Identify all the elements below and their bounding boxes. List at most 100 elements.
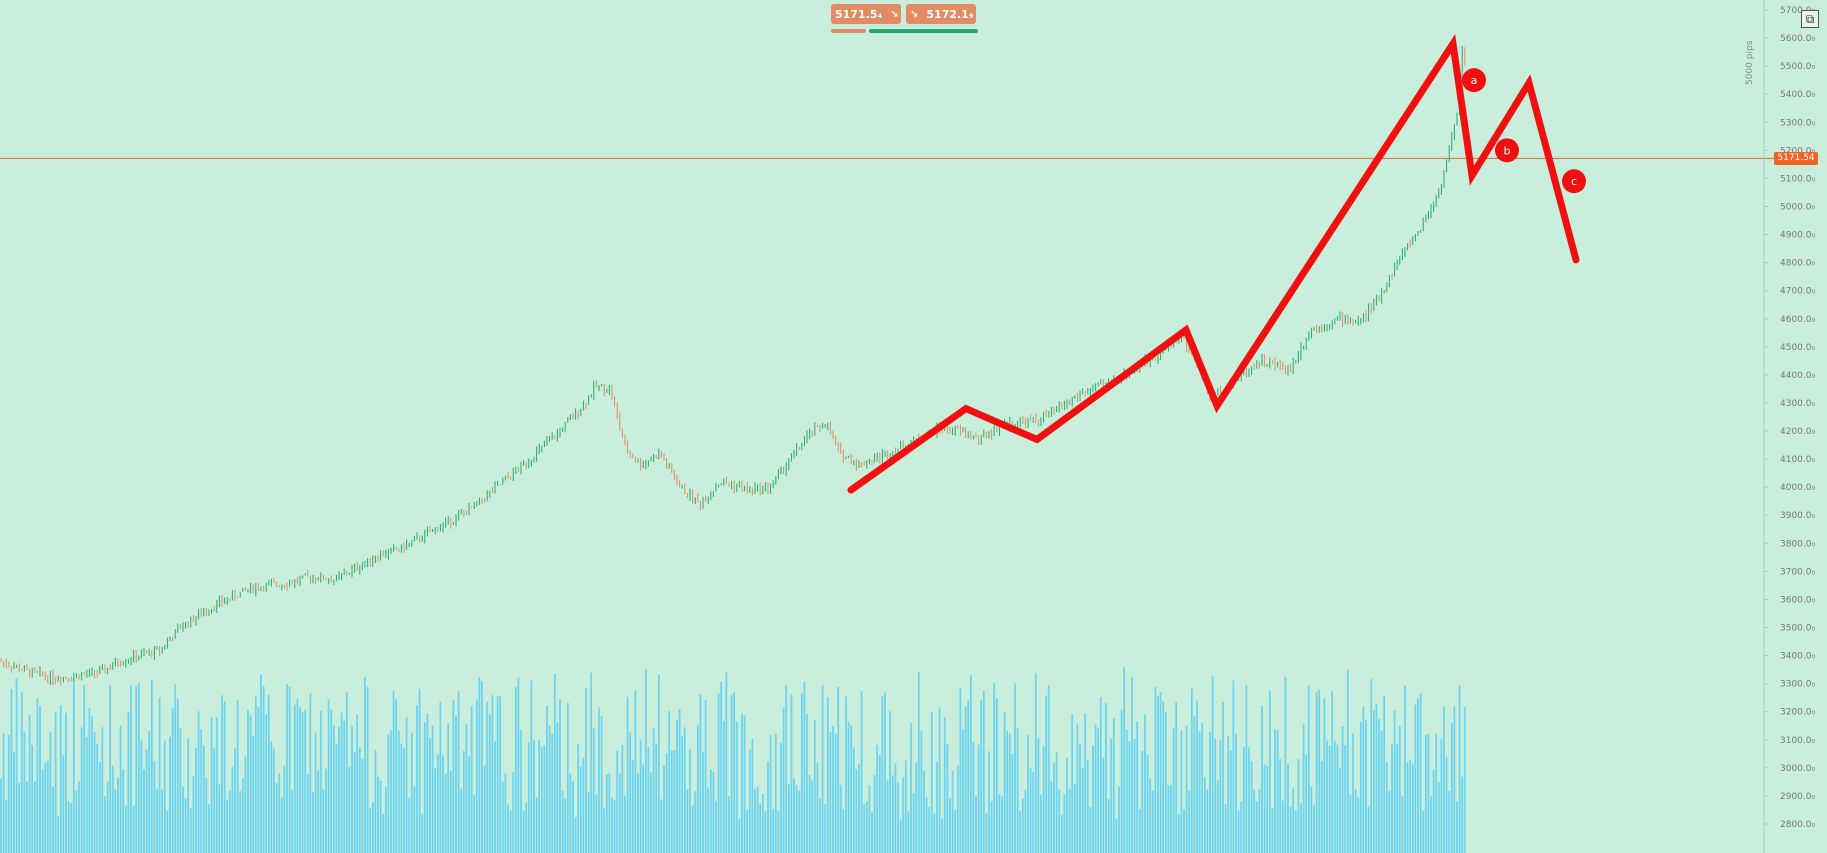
- volume-bar: [286, 683, 288, 853]
- volume-bar: [1453, 705, 1456, 853]
- volume-bar: [119, 725, 122, 853]
- volume-bar: [1021, 798, 1024, 853]
- volume-bar: [715, 800, 717, 853]
- y-tick-label: 5600.0₀: [1780, 34, 1815, 44]
- volume-bar: [722, 720, 725, 853]
- volume-bar: [1383, 695, 1386, 853]
- volume-bar: [774, 733, 777, 853]
- volume-bar: [1385, 762, 1388, 853]
- volume-bar: [122, 769, 125, 853]
- volume-bar: [1443, 706, 1445, 853]
- volume-bar: [546, 705, 548, 853]
- buy-button[interactable]: ↘ 5172.1₉: [906, 4, 976, 24]
- volume-bar: [400, 743, 403, 853]
- volume-bar: [787, 784, 790, 853]
- volume-bar: [356, 714, 359, 853]
- volume-bar: [1245, 685, 1248, 853]
- volume-bar: [1263, 764, 1266, 853]
- y-tick-label: 3400.0₀: [1780, 652, 1815, 662]
- volume-bar: [577, 743, 580, 853]
- volume-bar: [80, 727, 83, 853]
- volume-bar: [595, 793, 598, 853]
- volume-bar: [20, 691, 23, 853]
- volume-bar: [800, 693, 803, 853]
- volume-bar: [189, 808, 192, 853]
- volume-bar: [174, 684, 177, 853]
- volume-bar: [377, 776, 379, 853]
- volume-bar: [158, 697, 161, 853]
- volume-bar: [351, 726, 353, 853]
- volume-bar: [26, 781, 28, 853]
- volume-bar: [1406, 762, 1409, 853]
- volume-bar: [639, 739, 642, 853]
- volume-bar: [733, 691, 736, 853]
- volume-bar: [748, 749, 751, 853]
- volume-bar: [1206, 789, 1209, 853]
- volume-bar: [338, 726, 340, 853]
- volume-bar: [1367, 806, 1370, 853]
- volume-bar: [1255, 801, 1258, 853]
- volume-bar: [1201, 722, 1204, 853]
- volume-bar: [821, 685, 824, 853]
- volume-bar: [1151, 790, 1154, 853]
- volume-bar: [561, 790, 564, 853]
- volume-bar: [1349, 794, 1352, 853]
- volume-bar: [527, 742, 530, 853]
- volume-bar: [88, 708, 91, 853]
- volume-bar: [806, 713, 808, 853]
- volume-bar: [2, 733, 5, 853]
- volume-bar: [1183, 809, 1185, 853]
- volume-bar: [782, 707, 785, 853]
- volume-bar: [1079, 743, 1081, 853]
- volume-bar: [975, 796, 977, 853]
- volume-bar: [1016, 727, 1019, 853]
- volume-bar: [1294, 810, 1297, 853]
- volume-bar: [1040, 794, 1042, 853]
- volume-bar: [1432, 769, 1435, 853]
- volume-bar: [582, 758, 585, 853]
- volume-bar: [234, 748, 236, 853]
- volume-bar: [70, 802, 73, 853]
- volume-bar: [288, 686, 291, 853]
- volume-bar: [985, 813, 988, 853]
- volume-bar: [1086, 760, 1089, 853]
- volume-bar: [299, 707, 301, 853]
- volume-bar: [309, 693, 312, 853]
- volume-bar: [572, 781, 574, 853]
- volume-bar: [31, 744, 34, 853]
- sell-button[interactable]: 5171.5₄ ↘: [831, 4, 901, 24]
- volume-bar: [707, 787, 710, 853]
- volume-bar: [704, 700, 707, 853]
- volume-bar: [1003, 711, 1006, 853]
- volume-bar: [1328, 745, 1331, 853]
- volume-bar: [579, 766, 582, 853]
- volume-bar: [1409, 759, 1412, 853]
- volume-bar: [1084, 713, 1087, 853]
- volume-bar: [254, 696, 257, 853]
- volume-bar: [83, 684, 86, 853]
- volume-bar: [824, 804, 827, 853]
- volume-bar: [1190, 688, 1193, 853]
- volume-bar: [980, 699, 983, 853]
- volume-bar: [717, 693, 720, 853]
- volume-bar: [457, 691, 460, 853]
- volume-bar: [585, 688, 587, 853]
- volume-bar: [270, 741, 273, 853]
- volume-bar: [533, 740, 535, 853]
- popout-icon[interactable]: ⧉: [1801, 10, 1819, 28]
- volume-bar: [244, 756, 247, 853]
- volume-bar: [1430, 795, 1432, 853]
- volume-bar: [850, 725, 853, 853]
- volume-bar: [169, 736, 171, 853]
- volume-bar: [517, 678, 520, 853]
- volume-bar: [488, 714, 491, 853]
- buy-price: 5172.1₉: [926, 7, 974, 21]
- volume-bar: [124, 805, 127, 853]
- volume-bar: [683, 727, 686, 853]
- volume-bar: [465, 723, 468, 853]
- volume-bar: [223, 701, 226, 853]
- volume-bar: [366, 686, 369, 853]
- volume-bar: [954, 809, 957, 853]
- volume-bar: [1279, 758, 1282, 853]
